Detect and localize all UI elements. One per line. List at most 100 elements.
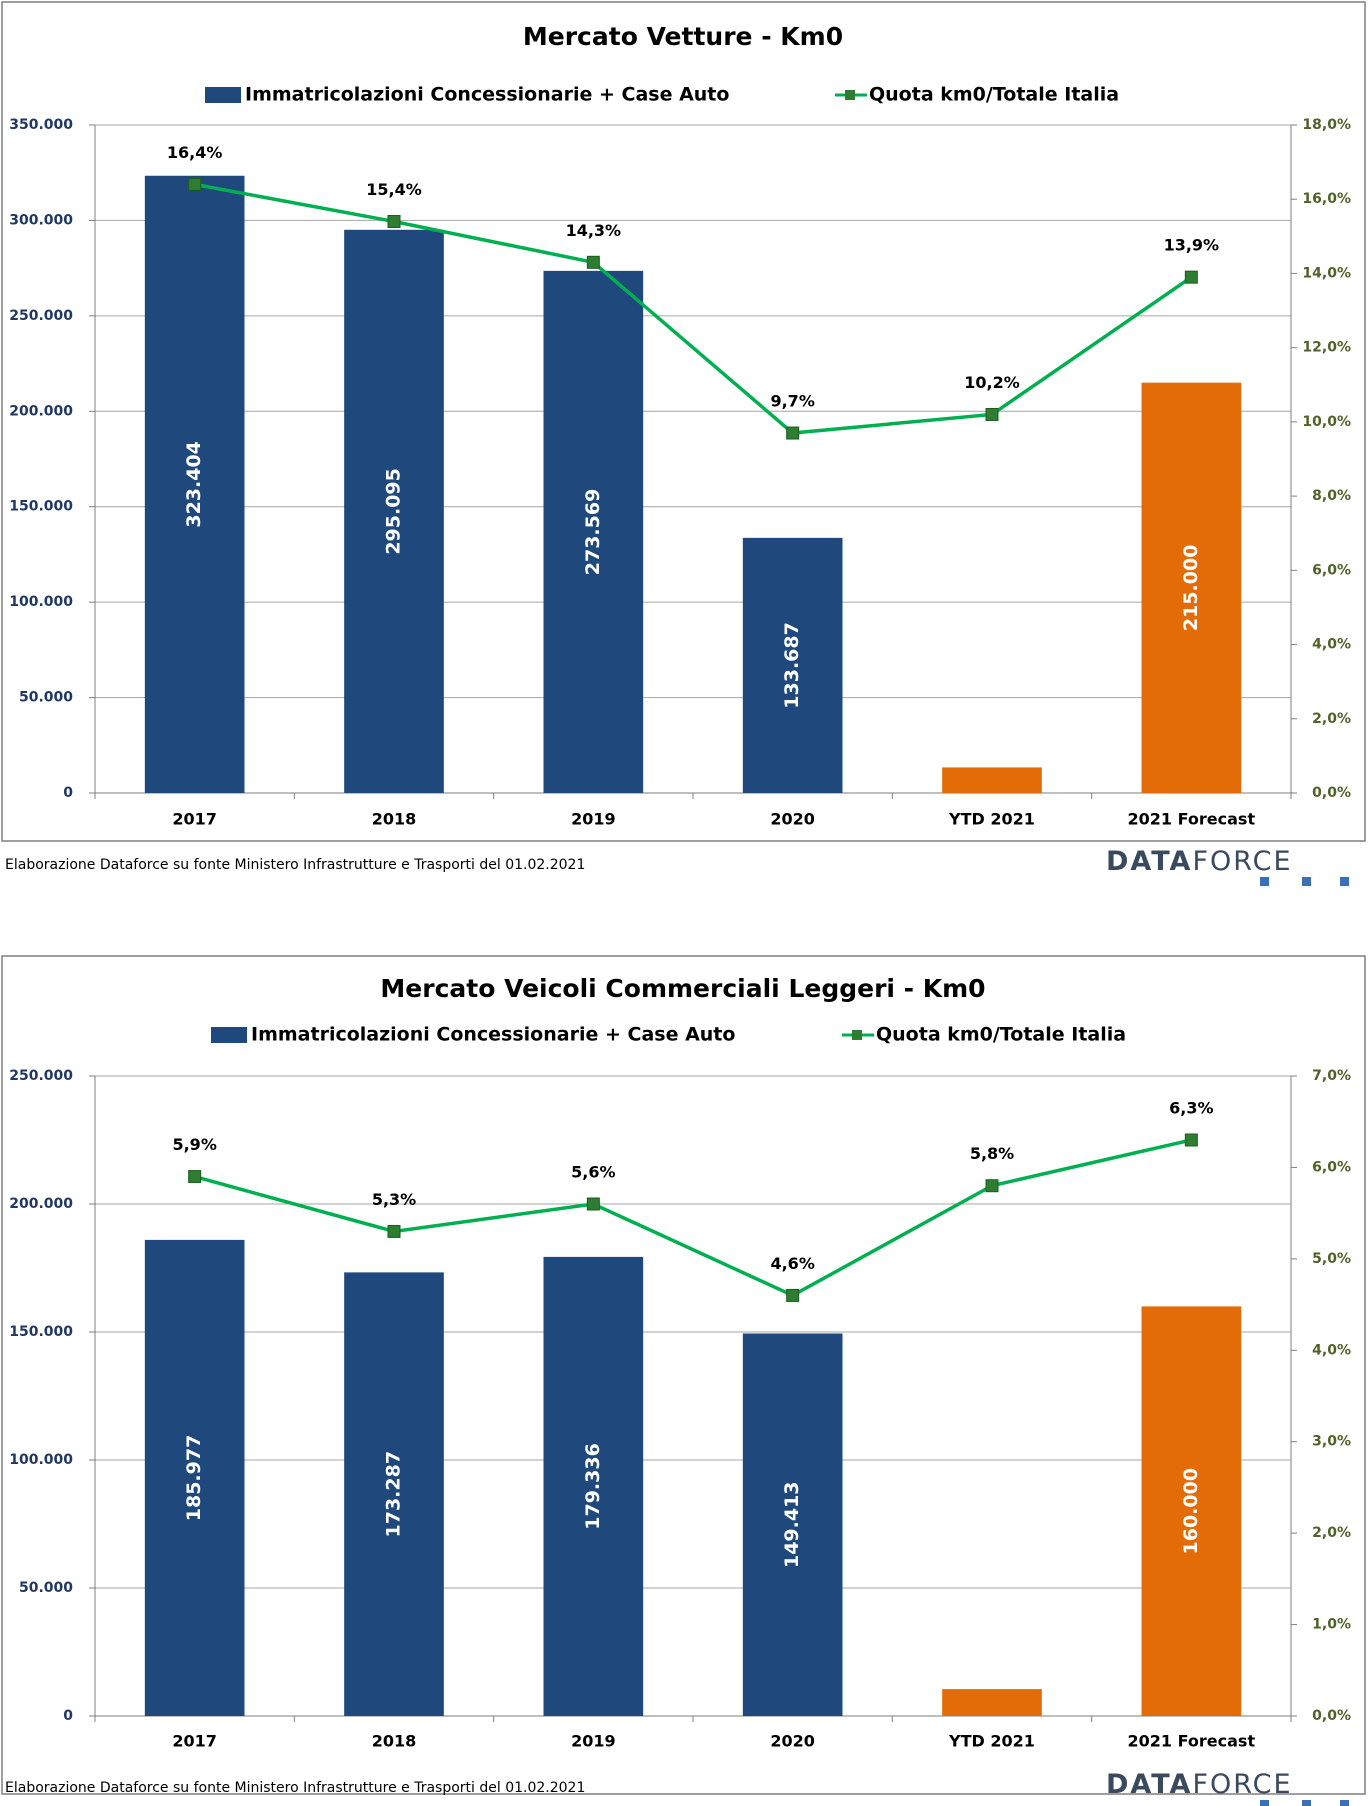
y-tick-label: 150.000 xyxy=(9,1324,73,1340)
logo-part: FORCE xyxy=(1192,846,1292,877)
logo-dot xyxy=(1302,877,1311,886)
bar xyxy=(942,1689,1042,1716)
line-value-label: 15,4% xyxy=(366,180,422,199)
y2-tick-label: 2,0% xyxy=(1312,711,1351,727)
bar-value-label: 149.413 xyxy=(781,1481,803,1568)
bar xyxy=(742,1333,843,1716)
y2-tick-label: 6,0% xyxy=(1312,1159,1351,1175)
line-marker xyxy=(1184,270,1198,284)
y2-tick-label: 2,0% xyxy=(1312,1525,1351,1541)
x-tick-label: 2019 xyxy=(571,1732,616,1751)
chart-title: Mercato Veicoli Commerciali Leggeri - Km… xyxy=(380,974,985,1003)
chart: Mercato Vetture - Km0 0 50.000 100.000 150.0… xyxy=(1,1,1366,886)
bar-value-label: 179.336 xyxy=(582,1443,604,1530)
line-marker xyxy=(786,1288,800,1302)
bar xyxy=(144,175,245,793)
y2-tick-label: 8,0% xyxy=(1312,488,1351,504)
x-tick-label: YTD 2021 xyxy=(948,1732,1035,1751)
y2-tick-label: 0,0% xyxy=(1312,785,1351,801)
y-tick-label: 200.000 xyxy=(9,1196,73,1212)
line-value-label: 4,6% xyxy=(770,1254,814,1273)
legend-marker xyxy=(852,1030,862,1040)
line-marker xyxy=(387,214,401,228)
line-marker xyxy=(586,1197,600,1211)
source-note: Elaborazione Dataforce su fonte Minister… xyxy=(5,857,585,873)
logo-part: FORCE xyxy=(1192,1769,1292,1800)
y2-tick-label: 6,0% xyxy=(1312,562,1351,578)
y2-tick-label: 4,0% xyxy=(1312,1342,1351,1358)
legend-marker xyxy=(845,90,855,100)
line-value-label: 9,7% xyxy=(770,392,814,411)
x-tick-label: 2020 xyxy=(770,1732,815,1751)
chart: Mercato Veicoli Commerciali Leggeri - Km… xyxy=(1,955,1366,1806)
line-marker xyxy=(188,177,202,191)
y2-tick-label: 7,0% xyxy=(1312,1068,1351,1084)
x-tick-label: 2017 xyxy=(172,810,217,829)
bar-value-label: 215.000 xyxy=(1180,545,1202,632)
y2-tick-label: 12,0% xyxy=(1302,340,1351,356)
line-value-label: 16,4% xyxy=(167,143,223,162)
y-tick-label: 250.000 xyxy=(9,308,73,324)
y2-tick-label: 1,0% xyxy=(1312,1617,1351,1633)
logo-dot xyxy=(1260,1800,1269,1806)
line-value-label: 5,8% xyxy=(970,1144,1014,1163)
legend-swatch xyxy=(211,1027,247,1043)
bar-value-label: 295.095 xyxy=(383,468,405,555)
x-tick-label: 2021 Forecast xyxy=(1128,810,1256,829)
logo-dot xyxy=(1302,1800,1311,1806)
bar xyxy=(344,229,444,794)
logo-part: DATA xyxy=(1106,1769,1192,1800)
logo-dot xyxy=(1340,1800,1349,1806)
line-marker xyxy=(786,426,800,440)
legend-label: Immatricolazioni Concessionarie + Case A… xyxy=(251,1024,735,1046)
y-tick-label: 300.000 xyxy=(9,212,73,228)
x-tick-label: 2017 xyxy=(172,1732,217,1751)
bar xyxy=(543,1256,644,1716)
line-marker xyxy=(985,1179,999,1193)
x-tick-label: 2020 xyxy=(770,810,815,829)
line-value-label: 6,3% xyxy=(1169,1099,1213,1118)
x-tick-label: 2018 xyxy=(372,1732,417,1751)
line-value-label: 13,9% xyxy=(1164,236,1220,255)
line-value-label: 10,2% xyxy=(964,373,1020,392)
y-tick-label: 50.000 xyxy=(19,1580,73,1596)
line xyxy=(194,1138,1192,1298)
y2-tick-label: 16,0% xyxy=(1302,191,1351,207)
logo: DATAFORCE xyxy=(1106,1769,1293,1800)
line-value-label: 5,6% xyxy=(571,1163,615,1182)
chart-title: Mercato Vetture - Km0 xyxy=(523,22,843,51)
line-marker xyxy=(387,1224,401,1238)
bar xyxy=(144,1239,245,1716)
line-marker xyxy=(586,255,600,269)
source-note: Elaborazione Dataforce su fonte Minister… xyxy=(5,1780,585,1796)
bar-value-label: 185.977 xyxy=(183,1435,205,1522)
y2-tick-label: 0,0% xyxy=(1312,1708,1351,1724)
x-tick-label: 2021 Forecast xyxy=(1128,1732,1256,1751)
logo: DATAFORCE xyxy=(1106,846,1293,877)
bar-value-label: 273.569 xyxy=(582,489,604,576)
bar xyxy=(1141,382,1242,793)
bar xyxy=(543,270,644,793)
bar-value-label: 133.687 xyxy=(781,622,803,709)
line-value-label: 14,3% xyxy=(566,221,622,240)
y-tick-label: 100.000 xyxy=(9,594,73,610)
y2-tick-label: 18,0% xyxy=(1302,117,1351,133)
y-tick-label: 0 xyxy=(63,785,73,801)
y2-tick-label: 10,0% xyxy=(1302,414,1351,430)
logo-part: DATA xyxy=(1106,846,1192,877)
logo-dot xyxy=(1260,877,1269,886)
legend-swatch xyxy=(205,87,241,103)
x-tick-label: YTD 2021 xyxy=(948,810,1035,829)
legend-label: Quota km0/Totale Italia xyxy=(876,1024,1126,1046)
legend-label: Immatricolazioni Concessionarie + Case A… xyxy=(245,84,729,106)
bar-value-label: 323.404 xyxy=(183,441,205,528)
line xyxy=(194,182,1193,435)
line-marker xyxy=(188,1170,202,1184)
y2-tick-label: 3,0% xyxy=(1312,1434,1351,1450)
bar-value-label: 173.287 xyxy=(383,1451,405,1538)
line-value-label: 5,9% xyxy=(172,1135,216,1154)
y-tick-label: 350.000 xyxy=(9,117,73,133)
y-tick-label: 250.000 xyxy=(9,1068,73,1084)
y-tick-label: 50.000 xyxy=(19,690,73,706)
